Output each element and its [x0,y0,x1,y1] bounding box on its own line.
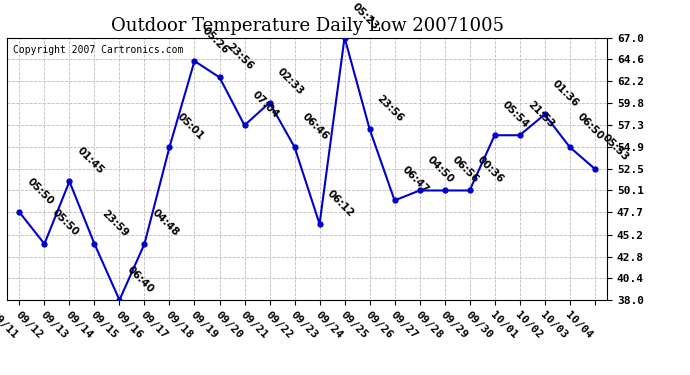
Text: 01:45: 01:45 [75,145,106,176]
Text: 04:48: 04:48 [150,208,181,238]
Text: 04:50: 04:50 [425,154,455,185]
Text: Copyright 2007 Cartronics.com: Copyright 2007 Cartronics.com [13,45,184,56]
Text: 01:36: 01:36 [550,78,581,109]
Text: 05:01: 05:01 [175,111,206,141]
Text: 00:36: 00:36 [475,154,506,185]
Text: 05:23: 05:23 [350,2,381,32]
Text: 06:40: 06:40 [125,264,155,294]
Text: 06:47: 06:47 [400,164,431,195]
Text: 06:46: 06:46 [300,111,331,141]
Text: 05:26: 05:26 [200,25,230,56]
Text: 23:56: 23:56 [375,93,406,123]
Text: 07:04: 07:04 [250,89,281,120]
Text: 06:56: 06:56 [450,154,481,185]
Text: 21:53: 21:53 [525,99,555,130]
Text: 06:50: 06:50 [575,111,606,141]
Text: 05:50: 05:50 [25,176,55,207]
Text: 23:56: 23:56 [225,41,255,72]
Title: Outdoor Temperature Daily Low 20071005: Outdoor Temperature Daily Low 20071005 [110,16,504,34]
Text: 05:53: 05:53 [600,133,631,163]
Text: 05:50: 05:50 [50,208,81,238]
Text: 06:12: 06:12 [325,188,355,218]
Text: 23:59: 23:59 [100,208,130,238]
Text: 02:33: 02:33 [275,67,306,97]
Text: 05:54: 05:54 [500,99,531,130]
